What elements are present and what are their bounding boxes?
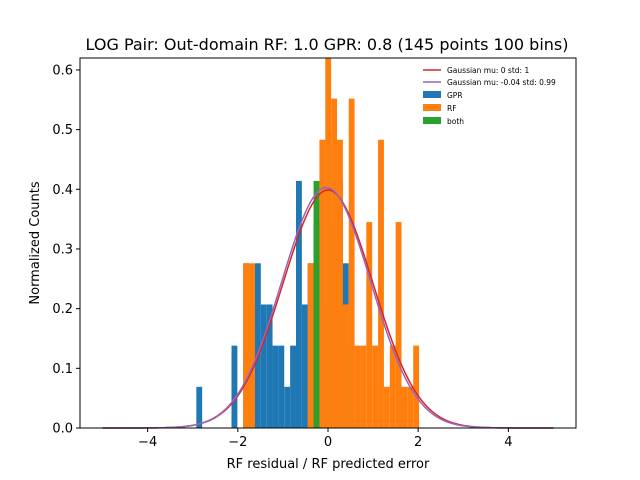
rf-bar-1: [249, 263, 255, 428]
histogram-bars: [196, 58, 420, 428]
gpr-bar-10: [290, 345, 296, 428]
x-tick-label: −4: [138, 435, 157, 450]
gpr-bar-0: [196, 386, 203, 428]
y-tick-label: 0.5: [52, 123, 73, 138]
rf-bar-9: [354, 345, 361, 428]
legend-label-gaussian-2: Gaussian mu: -0.04 std: 0.99: [447, 78, 556, 87]
gpr-bar-6: [266, 304, 273, 428]
gpr-bar-8: [278, 345, 285, 428]
gaussian-curve-2: [102, 186, 554, 429]
rf-bar-11: [366, 222, 373, 428]
y-axis-ticks: 0.0 0.1 0.2 0.3 0.4 0.5 0.6: [52, 63, 80, 437]
x-tick-label: 4: [504, 435, 512, 450]
rf-bar-13: [378, 139, 384, 428]
legend-label-both: both: [447, 117, 464, 126]
gpr-bar-1: [231, 345, 238, 428]
y-tick-label: 0.4: [52, 183, 73, 198]
rf-bar-17: [401, 386, 408, 428]
gaussian-curves: [102, 186, 554, 429]
legend: Gaussian mu: 0 std: 1 Gaussian mu: -0.04…: [423, 66, 556, 126]
rf-bar-2: [307, 263, 314, 428]
rf-bar-16: [395, 222, 402, 428]
legend-swatch-gpr: [423, 91, 441, 98]
legend-swatch-rf: [423, 104, 441, 111]
x-axis-label: RF residual / RF predicted error: [227, 457, 430, 472]
rf-bar-4: [325, 58, 332, 428]
rf-bar-19: [413, 345, 420, 428]
x-tick-label: 0: [324, 435, 332, 450]
legend-swatch-both: [423, 117, 441, 124]
gpr-bar-11: [295, 180, 302, 428]
gpr-bar-12: [301, 304, 308, 428]
rf-bar-18: [407, 386, 414, 428]
y-tick-label: 0.3: [52, 242, 73, 257]
rf-bar-12: [372, 345, 379, 428]
rf-bar-7: [342, 304, 349, 428]
legend-label-gpr: GPR: [447, 91, 463, 100]
legend-label-gaussian-1: Gaussian mu: 0 std: 1: [447, 66, 529, 75]
gpr-bar-9: [284, 386, 291, 428]
x-tick-label: 2: [414, 435, 422, 450]
y-tick-label: 0.2: [52, 302, 73, 317]
rf-bar-3: [319, 139, 326, 428]
gpr-bar-4: [254, 263, 261, 428]
rf-bar-6: [337, 139, 343, 428]
legend-label-rf: RF: [447, 104, 457, 113]
both-bar-0: [313, 180, 320, 428]
x-axis-ticks: −4 −2 0 2 4: [138, 428, 513, 450]
x-tick-label: −2: [228, 435, 247, 450]
y-tick-label: 0.0: [52, 422, 73, 437]
y-tick-label: 0.6: [52, 63, 73, 78]
rf-bar-5: [331, 98, 338, 428]
rf-bar-14: [383, 386, 390, 428]
rf-bar-15: [389, 345, 396, 428]
rf-bar-0: [243, 263, 250, 428]
gpr-bar-7: [272, 345, 279, 428]
rf-bar-10: [360, 345, 367, 428]
rf-bar-8: [348, 98, 355, 428]
y-axis-label: Normalized Counts: [28, 181, 43, 304]
y-tick-label: 0.1: [52, 362, 73, 377]
gpr-bar-5: [260, 304, 267, 428]
chart-title: LOG Pair: Out-domain RF: 1.0 GPR: 0.8 (1…: [86, 35, 569, 54]
